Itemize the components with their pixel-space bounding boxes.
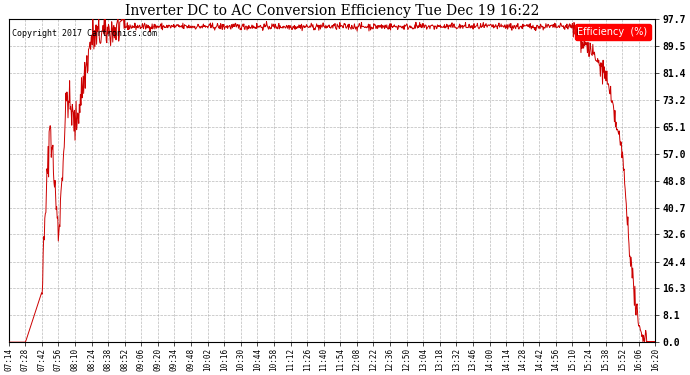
Text: Copyright 2017 Cartronics.com: Copyright 2017 Cartronics.com: [12, 29, 157, 38]
Legend: Efficiency  (%): Efficiency (%): [575, 24, 651, 40]
Title: Inverter DC to AC Conversion Efficiency Tue Dec 19 16:22: Inverter DC to AC Conversion Efficiency …: [125, 4, 539, 18]
